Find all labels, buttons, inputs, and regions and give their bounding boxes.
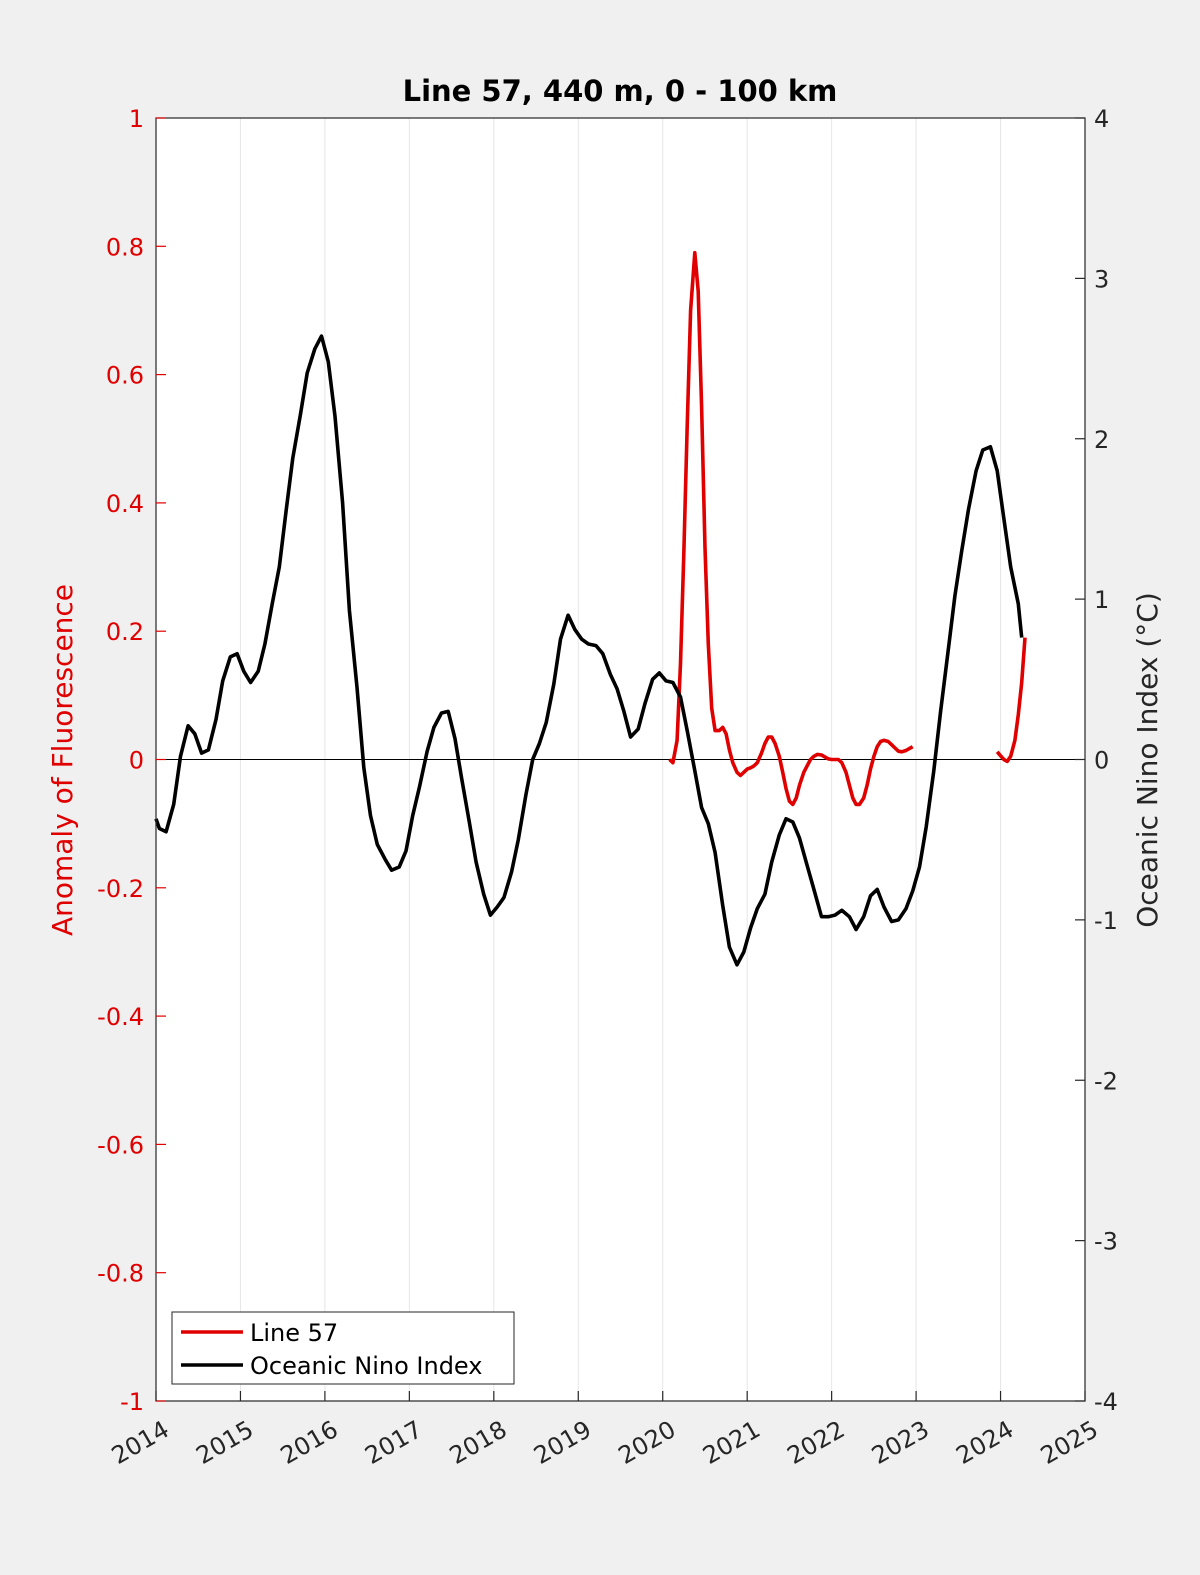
left-tick-label: -0.6 bbox=[97, 1131, 144, 1159]
right-tick-label: 1 bbox=[1094, 586, 1109, 614]
left-tick-label: 0 bbox=[129, 747, 144, 775]
left-tick-label: -0.8 bbox=[97, 1260, 144, 1288]
right-tick-label: -1 bbox=[1094, 907, 1118, 935]
right-tick-label: 0 bbox=[1094, 747, 1109, 775]
right-tick-label: 4 bbox=[1094, 105, 1109, 133]
legend-label-line57: Line 57 bbox=[250, 1319, 338, 1347]
left-tick-label: 0.8 bbox=[106, 233, 144, 261]
right-tick-label: 2 bbox=[1094, 426, 1109, 454]
y-axis-right-label: Oceanic Nino Index (°C) bbox=[1131, 592, 1164, 928]
series-line57-line bbox=[668, 250, 914, 807]
legend-label-oni: Oceanic Nino Index bbox=[250, 1352, 482, 1380]
series-layer bbox=[154, 250, 1027, 967]
right-tick-label: -2 bbox=[1094, 1067, 1118, 1095]
series-line57-line bbox=[995, 637, 1027, 764]
left-axis-ticks: 1 0.8 0.6 0.4 0.2 0 -0.2 -0.4 -0.6 -0.8 -1 bbox=[97, 105, 166, 1416]
right-tick-label: -3 bbox=[1094, 1228, 1118, 1256]
series-oni-line bbox=[154, 334, 1024, 967]
left-tick-label: 1 bbox=[129, 105, 144, 133]
left-tick-label: 0.2 bbox=[106, 618, 144, 646]
left-tick-label: -1 bbox=[120, 1388, 144, 1416]
left-tick-label: 0.4 bbox=[106, 490, 144, 518]
left-tick-label: -0.4 bbox=[97, 1003, 144, 1031]
left-tick-label: -0.2 bbox=[97, 875, 144, 903]
legend-box bbox=[171, 1311, 515, 1385]
y-axis-left-label: Anomaly of Fluorescence bbox=[46, 584, 79, 936]
right-tick-label: -4 bbox=[1094, 1388, 1118, 1416]
chart-title: Line 57, 440 m, 0 - 100 km bbox=[403, 74, 838, 108]
right-tick-label: 3 bbox=[1094, 265, 1109, 293]
left-tick-label: 0.6 bbox=[106, 362, 144, 390]
legend: Line 57 Oceanic Nino Index bbox=[171, 1311, 515, 1385]
right-axis-ticks: 4 3 2 1 0 -1 -2 -3 -4 bbox=[1075, 105, 1118, 1416]
